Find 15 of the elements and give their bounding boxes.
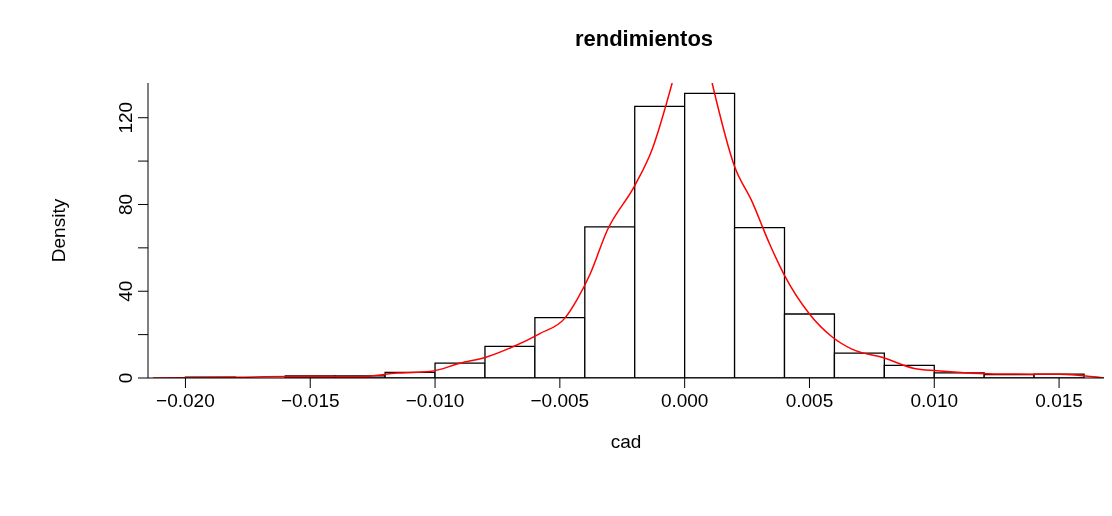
y-tick-label: 0 xyxy=(115,372,136,384)
x-tick-label: −0.010 xyxy=(405,390,465,412)
y-tick-label: 120 xyxy=(115,101,136,134)
x-tick-label: −0.005 xyxy=(530,390,590,412)
x-tick-label: −0.015 xyxy=(280,390,340,412)
x-tick-label: 0.005 xyxy=(785,390,834,412)
x-axis-title: cad xyxy=(610,431,642,452)
chart-title: rendimientos xyxy=(574,26,714,51)
x-tick-label: −0.020 xyxy=(156,390,215,412)
y-axis-title: Density xyxy=(47,198,69,263)
x-tick-label: 0.000 xyxy=(660,390,709,412)
x-tick-label: 0.010 xyxy=(910,390,959,412)
y-tick-label: 80 xyxy=(115,193,136,216)
y-tick-label: 40 xyxy=(115,280,136,302)
x-tick-label: 0.015 xyxy=(1035,390,1083,412)
